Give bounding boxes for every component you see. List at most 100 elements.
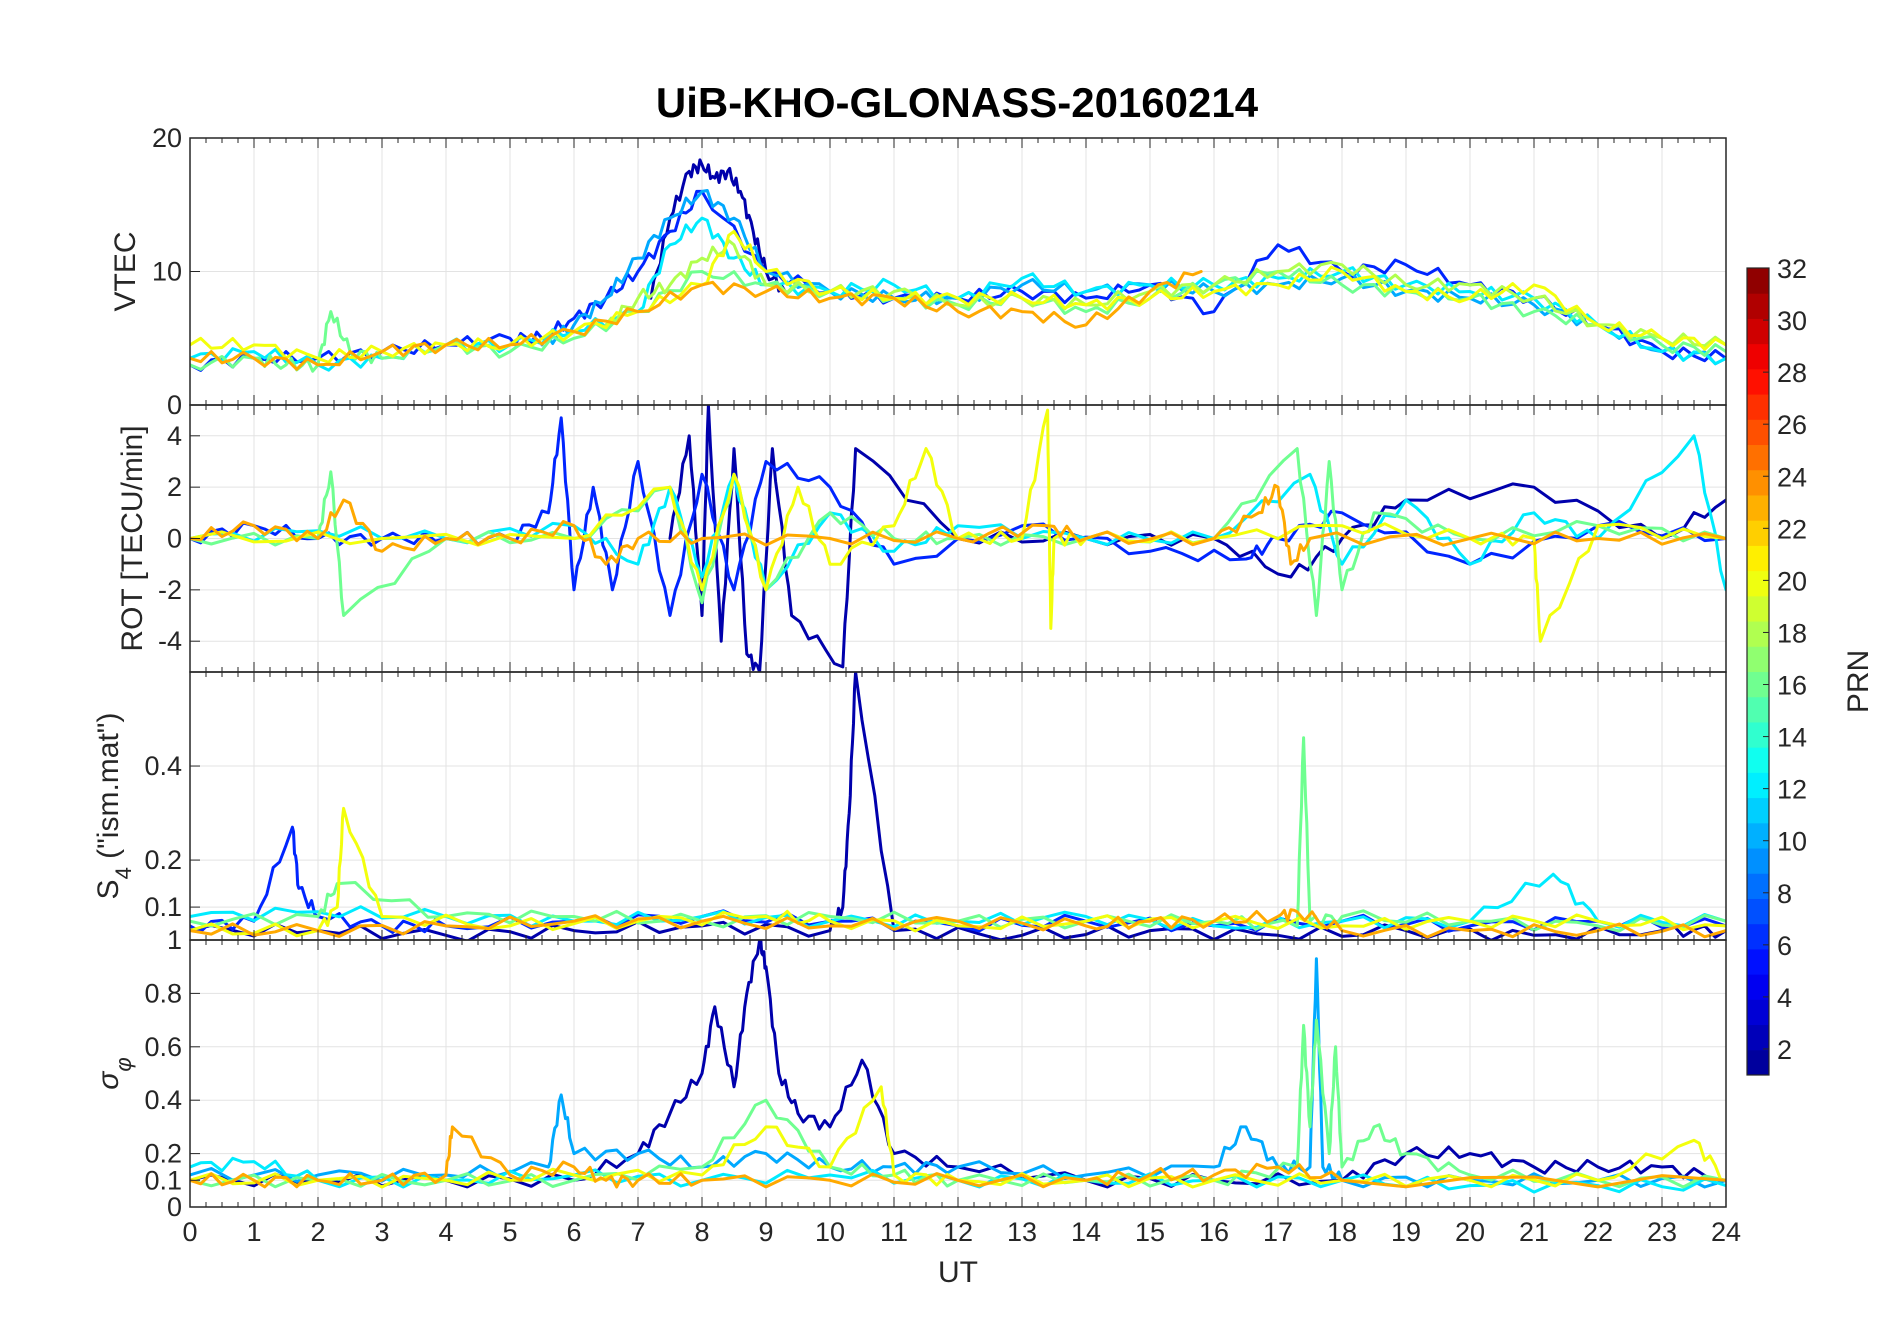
series-prn-20-rot (190, 408, 1726, 643)
y-axis-label: VTEC (109, 231, 142, 311)
x-tick-label: 23 (1647, 1217, 1677, 1247)
x-axis-label: UT (938, 1256, 978, 1289)
colorbar-segment (1747, 343, 1769, 370)
series-prn-20-sigma_phi (190, 1085, 1726, 1189)
colorbar-segment (1747, 797, 1769, 824)
colorbar-tick-label: 24 (1777, 462, 1807, 492)
colorbar-tick-label: 2 (1777, 1035, 1792, 1065)
colorbar-segment (1747, 974, 1769, 1000)
series-prn-23-rot (190, 483, 1726, 566)
colorbar-tick-label: 12 (1777, 775, 1807, 805)
colorbar-segment (1747, 595, 1769, 622)
chart-title: UiB-KHO-GLONASS-20160214 (656, 79, 1259, 126)
series-prn-16-rot (190, 447, 1726, 617)
y-tick-label: 1 (167, 925, 182, 955)
y-tick-label: 0.4 (144, 751, 182, 781)
colorbar-tick-label: 4 (1777, 983, 1792, 1013)
x-tick-label: 21 (1519, 1217, 1549, 1247)
x-tick-label: 20 (1455, 1217, 1485, 1247)
x-tick-label: 11 (880, 1217, 908, 1247)
colorbar-tick-label: 28 (1777, 358, 1807, 388)
y-tick-label: 20 (152, 123, 182, 153)
y-tick-label: 0.1 (144, 892, 182, 922)
x-tick-label: 24 (1711, 1217, 1741, 1247)
x-tick-label: 5 (502, 1217, 517, 1247)
colorbar-segment (1747, 419, 1769, 446)
y-tick-label: 0 (167, 524, 182, 554)
x-tick-label: 18 (1327, 1217, 1357, 1247)
colorbar-segment (1747, 1024, 1769, 1051)
x-tick-label: 14 (1071, 1217, 1101, 1247)
x-tick-label: 6 (566, 1217, 581, 1247)
colorbar-segment (1747, 772, 1769, 799)
colorbar-segment (1747, 721, 1769, 748)
colorbar-segment (1747, 318, 1769, 345)
colorbar-segment (1747, 948, 1769, 975)
colorbar-segment (1747, 822, 1769, 849)
series-prn-12-rot (190, 434, 1726, 592)
colorbar-segment (1747, 747, 1769, 773)
colorbar-segment (1747, 898, 1769, 925)
x-tick-label: 13 (1007, 1217, 1037, 1247)
y-axis-label: ROT [TECU/min] (116, 425, 149, 651)
panel-rot: -4 -2 0 2 4 ROT [TECU/min] (116, 404, 1727, 673)
colorbar-label: PRN (1842, 650, 1875, 713)
x-tick-label: 12 (943, 1217, 973, 1247)
colorbar-tick-label: 20 (1777, 566, 1807, 596)
colorbar-segment (1747, 923, 1769, 950)
colorbar-tick-label: 6 (1777, 931, 1792, 961)
colorbar-tick-label: 26 (1777, 410, 1807, 440)
y-tick-label: 10 (152, 257, 182, 287)
colorbar-tick-label: 30 (1777, 306, 1807, 336)
y-tick-label: 0.1 (144, 1165, 182, 1195)
x-tick-label: 0 (182, 1217, 197, 1247)
colorbar-segment (1747, 570, 1769, 597)
y-axis-label: S4 ("ism.mat") (92, 713, 136, 900)
colorbar-segment (1747, 696, 1769, 723)
colorbar-segment (1747, 444, 1769, 471)
colorbar-segment (1747, 1049, 1769, 1076)
y-tick-label: 0.2 (144, 845, 182, 875)
x-tick-label: 8 (694, 1217, 709, 1247)
colorbar-segment (1747, 293, 1769, 319)
x-tick-label: 9 (758, 1217, 773, 1247)
series-group (190, 940, 1726, 1194)
x-tick-label: 16 (1199, 1217, 1229, 1247)
series-prn-20-vtec (190, 229, 1726, 364)
colorbar-segment (1747, 873, 1769, 899)
series-prn-2-rot (668, 405, 1726, 672)
y-axis-label: σφ (92, 1057, 136, 1089)
x-tick-label: 1 (246, 1217, 261, 1247)
colorbar-segment (1747, 494, 1769, 521)
colorbar-tick-label: 32 (1777, 254, 1807, 284)
colorbar-segment (1747, 469, 1769, 496)
panel-s4: 0.1 0.2 0.4 S4 ("ism.mat") (92, 671, 1727, 941)
colorbar-segment (1747, 646, 1769, 672)
colorbar-tick-label: 18 (1777, 618, 1807, 648)
series-prn-2-sigma_phi (190, 940, 1726, 1189)
series-prn-23-vtec (190, 270, 1203, 371)
colorbar-segment (1747, 999, 1769, 1026)
y-tick-label: -2 (158, 575, 182, 605)
y-tick-label: 4 (167, 421, 182, 451)
colorbar-tick-label: 8 (1777, 879, 1792, 909)
y-tick-label: 2 (167, 472, 182, 502)
colorbar-segment (1747, 545, 1769, 572)
x-tick-label: 10 (815, 1217, 845, 1247)
series-prn-23-sigma_phi (190, 1125, 1726, 1189)
series-group (190, 158, 1726, 373)
x-tick-label: 2 (310, 1217, 325, 1247)
series-group (190, 672, 1726, 940)
series-prn-23-s4 (190, 908, 1726, 939)
colorbar-segment (1747, 268, 1769, 294)
colorbar-tick-label: 10 (1777, 827, 1807, 857)
x-tick-label: 3 (374, 1217, 389, 1247)
colorbar-tick-label: 22 (1777, 514, 1807, 544)
colorbar-segment (1747, 671, 1769, 698)
x-tick-label: 4 (438, 1217, 453, 1247)
colorbar-tick-label: 14 (1777, 723, 1807, 753)
colorbar-segment (1747, 848, 1769, 874)
